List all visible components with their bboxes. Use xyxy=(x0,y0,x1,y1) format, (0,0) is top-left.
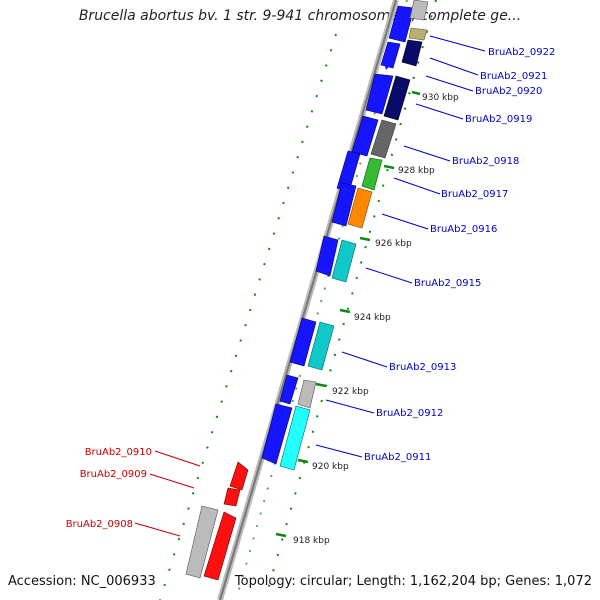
right-labels: BruAb2_0922 BruAb2_0921 BruAb2_0920 BruA… xyxy=(364,47,555,463)
gene-arrow xyxy=(331,239,357,283)
gene-arrow xyxy=(297,379,317,409)
gene-label[interactable]: BruAb2_0913 xyxy=(389,362,456,373)
gene-arrow xyxy=(331,182,357,227)
gene-arrow xyxy=(409,0,429,21)
gene-label[interactable]: BruAb2_0910 xyxy=(85,447,152,458)
gene-label[interactable]: BruAb2_0922 xyxy=(488,47,555,58)
colored-genes xyxy=(279,0,429,471)
gene-label[interactable]: BruAb2_0920 xyxy=(475,86,542,97)
gene-label[interactable]: BruAb2_0919 xyxy=(465,114,532,125)
gene-label[interactable]: BruAb2_0917 xyxy=(441,189,508,200)
gene-arrow xyxy=(383,59,395,70)
gene-arrow xyxy=(203,511,237,581)
gene-arrow xyxy=(229,461,249,491)
scale-labels: 930 kbp 928 kbp 926 kbp 924 kbp 922 kbp … xyxy=(293,93,459,546)
left-labels: BruAb2_0910 BruAb2_0909 BruAb2_0908 xyxy=(66,447,152,530)
red-genes xyxy=(185,461,249,581)
scale-label: 924 kbp xyxy=(354,313,391,323)
topology-summary: Topology: circular; Length: 1,162,204 bp… xyxy=(234,574,592,589)
scale-label: 928 kbp xyxy=(398,166,435,176)
gene-arrow xyxy=(289,317,317,367)
gene-label[interactable]: BruAb2_0909 xyxy=(80,469,147,480)
gene-label[interactable]: BruAb2_0916 xyxy=(430,224,497,235)
gene-label[interactable]: BruAb2_0908 xyxy=(66,519,133,530)
scale-label: 920 kbp xyxy=(312,462,349,472)
gene-arrow xyxy=(408,27,428,41)
gene-arrow xyxy=(365,73,394,115)
gene-arrow xyxy=(223,487,241,507)
gene-arrow xyxy=(279,374,299,405)
gene-label[interactable]: BruAb2_0921 xyxy=(480,71,547,82)
blue-genes xyxy=(261,5,415,465)
gene-arrow xyxy=(315,235,339,277)
scale-ticks xyxy=(275,90,421,538)
gene-arrow xyxy=(347,187,373,229)
left-leaders xyxy=(134,450,201,537)
scale-label: 926 kbp xyxy=(375,239,412,249)
gene-arrow xyxy=(185,505,219,579)
gene-label[interactable]: BruAb2_0918 xyxy=(452,156,519,167)
gene-arrow xyxy=(383,75,411,121)
gene-label[interactable]: BruAb2_0912 xyxy=(376,408,443,419)
gene-arrow xyxy=(370,119,397,159)
gene-label[interactable]: BruAb2_0915 xyxy=(414,278,481,289)
scale-label: 922 kbp xyxy=(332,387,369,397)
scale-label: 918 kbp xyxy=(293,536,330,546)
backbone xyxy=(217,0,399,600)
gene-arrow xyxy=(351,115,379,157)
scale-label: 930 kbp xyxy=(422,93,459,103)
gene-arrow xyxy=(401,39,423,67)
gene-arrow xyxy=(307,321,335,371)
gene-arrow xyxy=(388,5,415,43)
right-leaders xyxy=(315,35,486,458)
gene-arrow xyxy=(279,405,311,471)
gene-label[interactable]: BruAb2_0911 xyxy=(364,452,431,463)
gene-arrow xyxy=(261,403,293,465)
accession-label: Accession: NC_006933 xyxy=(8,574,156,589)
gene-arrow xyxy=(361,157,383,191)
